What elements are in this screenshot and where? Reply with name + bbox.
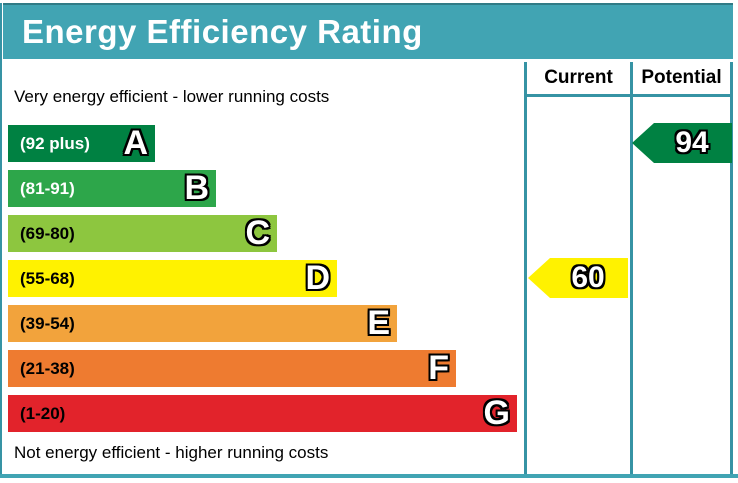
band-range-label: (39-54) [20,313,75,333]
potential-column-divider [630,62,633,474]
page-title: Energy Efficiency Rating [22,13,423,50]
band-range-label: (81-91) [20,178,75,198]
current-column-divider [524,62,527,474]
column-header-current: Current [544,67,613,88]
right-border [730,62,733,474]
band-row-a: (92 plus) A [8,125,155,162]
band-range-label: (1-20) [20,403,66,423]
band-letter: A [123,124,148,162]
band-row-b: (81-91) B [8,170,216,207]
band-row-d: (55-68) D [8,260,337,297]
potential-rating-value: 94 [675,126,709,159]
title-bar: Energy Efficiency Rating [3,3,733,59]
band-letter: G [483,394,510,432]
band-row-e: (39-54) E [8,305,397,342]
band-row-f: (21-38) F [8,350,456,387]
current-rating-arrow: 60 [528,258,628,298]
band-range-label: (55-68) [20,268,75,288]
band-range-label: (21-38) [20,358,75,378]
band-letter: E [367,304,390,342]
column-header-potential: Potential [641,67,722,88]
band-letter: F [428,349,449,387]
band-letter: B [184,169,209,207]
potential-rating-arrow: 94 [632,123,732,163]
band-row-c: (69-80) C [8,215,277,252]
bottom-note: Not energy efficient - higher running co… [14,443,329,462]
band-letter: C [245,214,270,252]
current-rating-value: 60 [571,261,605,294]
top-note: Very energy efficient - lower running co… [14,87,330,106]
header-underline [524,94,733,97]
left-border [0,3,2,478]
bottom-border [0,474,738,478]
band-row-g: (1-20) G [8,395,517,432]
band-letter: D [305,259,330,297]
band-range-label: (92 plus) [20,133,90,153]
band-range-label: (69-80) [20,223,75,243]
